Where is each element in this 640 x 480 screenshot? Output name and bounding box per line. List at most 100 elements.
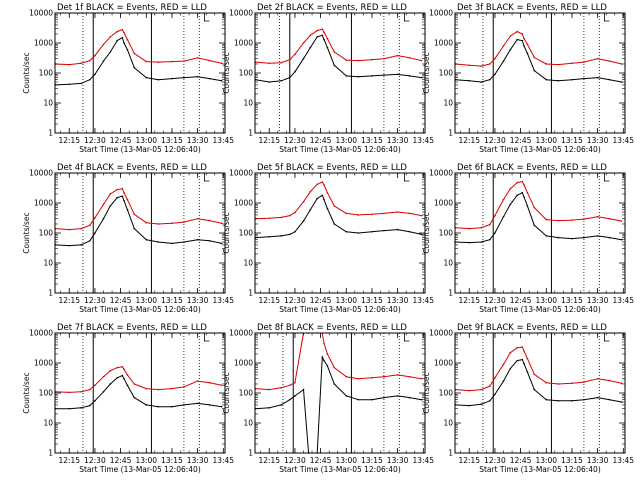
events-series-point	[571, 78, 573, 81]
events-series-point	[509, 367, 512, 370]
events-series-point	[333, 223, 336, 225]
events-series-point	[183, 76, 185, 79]
lld-series-point	[326, 191, 329, 194]
x-tick-label: 12:30	[484, 296, 506, 305]
x-tick-label: 13:00	[135, 296, 157, 305]
y-axis-title: Counts/sec	[222, 52, 231, 93]
lld-series-point	[94, 384, 96, 387]
panel-title: Det 8f BLACK = Events, RED = LLD	[257, 323, 407, 333]
y-tick-label: 1000	[234, 39, 253, 48]
events-series-point	[502, 60, 505, 62]
events-series-point	[468, 241, 471, 244]
x-tick-label: 13:45	[612, 296, 634, 305]
events-series-point	[302, 57, 305, 60]
y-tick-label: 1	[48, 129, 53, 138]
x-tick-label: 13:00	[335, 456, 357, 465]
x-tick-label: 13:15	[161, 456, 183, 465]
lld-series-point	[596, 377, 599, 380]
y-tick-label: 100	[239, 389, 254, 398]
y-tick-label: 1000	[234, 199, 253, 208]
lld-series-point	[123, 368, 125, 371]
events-series-point	[323, 359, 325, 362]
events-series-point	[294, 230, 296, 233]
events-series-point	[494, 73, 496, 76]
lld-series-point	[326, 353, 329, 355]
lld-series-point	[94, 54, 96, 57]
x-tick-label: 12:30	[284, 296, 306, 305]
x-tick-label: 12:15	[258, 456, 280, 465]
events-series-point	[220, 405, 223, 408]
events-series-point	[321, 356, 324, 358]
events-series-point	[102, 390, 105, 393]
events-series-point	[509, 203, 512, 206]
events-series-point	[280, 404, 283, 406]
events-series-point	[88, 239, 91, 242]
x-tick-label: 13:45	[412, 136, 434, 145]
events-series-point	[545, 235, 548, 237]
events-series-point	[571, 399, 573, 402]
lld-series-point	[523, 37, 525, 40]
lld-series-point	[133, 383, 136, 385]
lld-series-point	[383, 57, 385, 60]
events-series-point	[488, 78, 491, 81]
y-tick-label: 10000	[229, 9, 253, 18]
events-series-point	[123, 199, 125, 202]
x-tick-label: 13:45	[412, 456, 434, 465]
lld-series-point	[123, 31, 125, 34]
events-series-point	[288, 398, 291, 401]
x-tick-label: 13:00	[335, 296, 357, 305]
events-series-point	[523, 45, 525, 47]
detector-panel-9: Det 9f BLACK = Events, RED = LLD 1 10 100 10…	[422, 323, 634, 474]
events-series-point	[316, 197, 318, 200]
lld-series-point	[220, 62, 223, 65]
x-tick-label: 12:15	[58, 136, 80, 145]
events-series-point	[533, 69, 536, 72]
lld-series-point	[145, 60, 148, 63]
x-tick-label: 12:15	[458, 296, 480, 305]
lld-series-point	[109, 369, 112, 372]
events-series-point	[345, 230, 348, 233]
events-series-point	[294, 70, 296, 73]
lld-series-point	[371, 377, 373, 379]
y-tick-label: 10000	[229, 329, 253, 338]
y-tick-label: 10000	[429, 169, 453, 178]
events-series-point	[321, 194, 324, 197]
lld-series-point	[316, 183, 318, 186]
lld-series-point	[420, 59, 423, 62]
events-series-point	[345, 395, 348, 397]
y-tick-label: 100	[39, 69, 54, 78]
events-series-point	[420, 233, 423, 236]
events-series-point	[68, 244, 71, 247]
detector-panel-5: Det 5f BLACK = Events, RED = LLD 1 10 100 10…	[222, 163, 434, 314]
x-tick-label: 13:45	[212, 296, 234, 305]
events-series-point	[323, 38, 325, 41]
events-series-point	[183, 241, 185, 243]
lld-series-point	[326, 37, 329, 40]
lld-series-point	[468, 227, 471, 230]
y-tick-label: 1	[48, 289, 53, 298]
lld-series-point	[126, 38, 129, 41]
lld-series-point	[323, 31, 325, 33]
x-tick-label: 12:45	[310, 296, 332, 305]
y-tick-label: 1	[48, 449, 53, 458]
flag-marker	[204, 173, 210, 182]
lld-series-point	[523, 184, 525, 186]
events-series-point	[557, 399, 560, 402]
y-tick-label: 10000	[29, 9, 53, 18]
lld-series-point	[494, 214, 496, 217]
events-series-point	[596, 76, 599, 79]
events-series-point	[133, 227, 136, 230]
lld-series-point	[420, 377, 423, 380]
events-series-point	[94, 232, 96, 234]
lld-series-point	[620, 220, 623, 222]
y-axis-title: Counts/sec	[422, 52, 431, 93]
lld-series-point	[196, 217, 199, 220]
events-series-point	[571, 237, 573, 240]
lld-series-point	[157, 388, 160, 391]
events-series-point	[557, 236, 560, 239]
events-series-point	[80, 407, 83, 409]
y-tick-label: 10	[243, 419, 253, 428]
y-tick-label: 1	[448, 449, 453, 458]
events-series-point	[516, 359, 518, 362]
events-series-point	[109, 51, 112, 53]
